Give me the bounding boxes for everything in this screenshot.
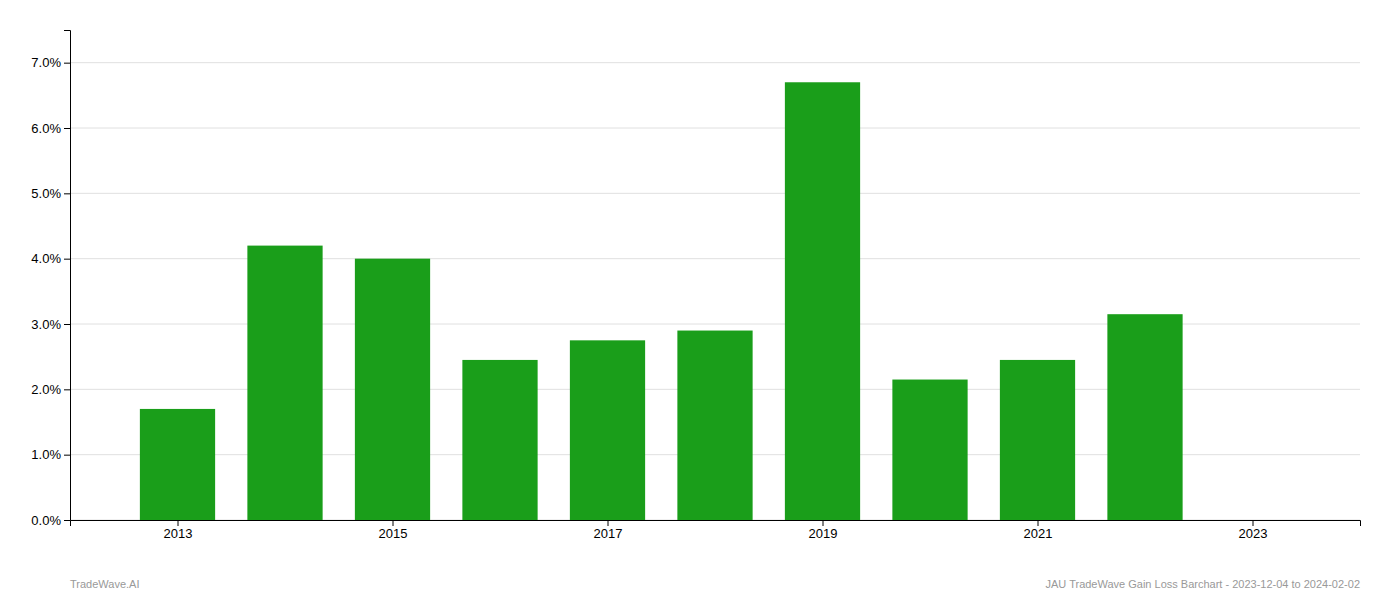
tick-label: 0.0%	[31, 513, 61, 528]
tick-label: 2.0%	[31, 382, 61, 397]
tick-mark	[823, 520, 824, 526]
plot: 2013 2015 2017 2019 2021 2023 0.0% 1.0% 2.0% 3.0%…	[31, 31, 1360, 542]
tick-label: 7.0%	[31, 55, 61, 70]
x-tick: 2021	[1024, 520, 1053, 541]
tick-mark	[64, 193, 70, 194]
bar	[1000, 360, 1075, 520]
annotation: TradeWave.AI	[70, 578, 140, 590]
tick-label: 5.0%	[31, 186, 61, 201]
x-tick: 2015	[379, 520, 408, 541]
tick-mark	[393, 520, 394, 526]
tick-label: 2021	[1024, 526, 1053, 541]
tick-label: 2013	[164, 526, 193, 541]
bar	[247, 246, 322, 520]
y-tick: 7.0%	[31, 55, 70, 70]
tick-mark	[608, 520, 609, 526]
tick-label: 2017	[594, 526, 623, 541]
bar	[892, 380, 967, 520]
bar	[140, 409, 215, 520]
x-tick: 2023	[1239, 520, 1268, 541]
y-axis: 0.0% 1.0% 2.0% 3.0% 4.0% 5.0% 6.0% 7.0%	[31, 31, 70, 528]
y-tick: 2.0%	[31, 382, 70, 397]
x-tick: 2017	[594, 520, 623, 541]
grid-line	[70, 128, 1360, 129]
tick-label: 2023	[1239, 526, 1268, 541]
tick-label: 2015	[379, 526, 408, 541]
tick-mark	[1253, 520, 1254, 526]
tick-label: 1.0%	[31, 447, 61, 462]
bar	[355, 259, 430, 520]
y-tick: 5.0%	[31, 186, 70, 201]
tick-mark	[64, 389, 70, 390]
x-tick: 2019	[809, 520, 838, 541]
chart: 2013 2015 2017 2019 2021 2023 0.0% 1.0% 2.0% 3.0%…	[0, 0, 1400, 600]
tick-mark	[1038, 520, 1039, 526]
x-tick: 2013	[164, 520, 193, 541]
tick-mark	[178, 520, 179, 526]
footer: TradeWave.AI JAU TradeWave Gain Loss Barc…	[70, 578, 1360, 590]
bars	[140, 82, 1183, 520]
y-tick: 1.0%	[31, 447, 70, 462]
y-tick: 4.0%	[31, 251, 70, 266]
tick-label: 4.0%	[31, 251, 61, 266]
tick-mark	[64, 324, 70, 325]
annotation: JAU TradeWave Gain Loss Barchart - 2023-…	[1046, 578, 1360, 590]
tick-mark	[64, 128, 70, 129]
bar	[462, 360, 537, 520]
tick-mark	[64, 259, 70, 260]
tick-label: 6.0%	[31, 121, 61, 136]
bar	[677, 331, 752, 520]
bar	[570, 340, 645, 520]
y-tick: 6.0%	[31, 121, 70, 136]
bar	[785, 82, 860, 520]
tick-mark	[64, 520, 70, 521]
axis-line	[64, 31, 71, 521]
tick-label: 3.0%	[31, 317, 61, 332]
bar	[1215, 520, 1290, 521]
grid	[70, 63, 1360, 520]
x-axis: 2013 2015 2017 2019 2021 2023	[71, 520, 1361, 541]
y-tick: 0.0%	[31, 513, 70, 528]
bar	[1107, 314, 1182, 520]
grid-line	[70, 193, 1360, 194]
tick-mark	[64, 455, 70, 456]
tick-mark	[64, 63, 70, 64]
grid-line	[70, 62, 1360, 63]
y-tick: 3.0%	[31, 317, 70, 332]
axis-line	[71, 521, 1361, 527]
tick-label: 2019	[809, 526, 838, 541]
